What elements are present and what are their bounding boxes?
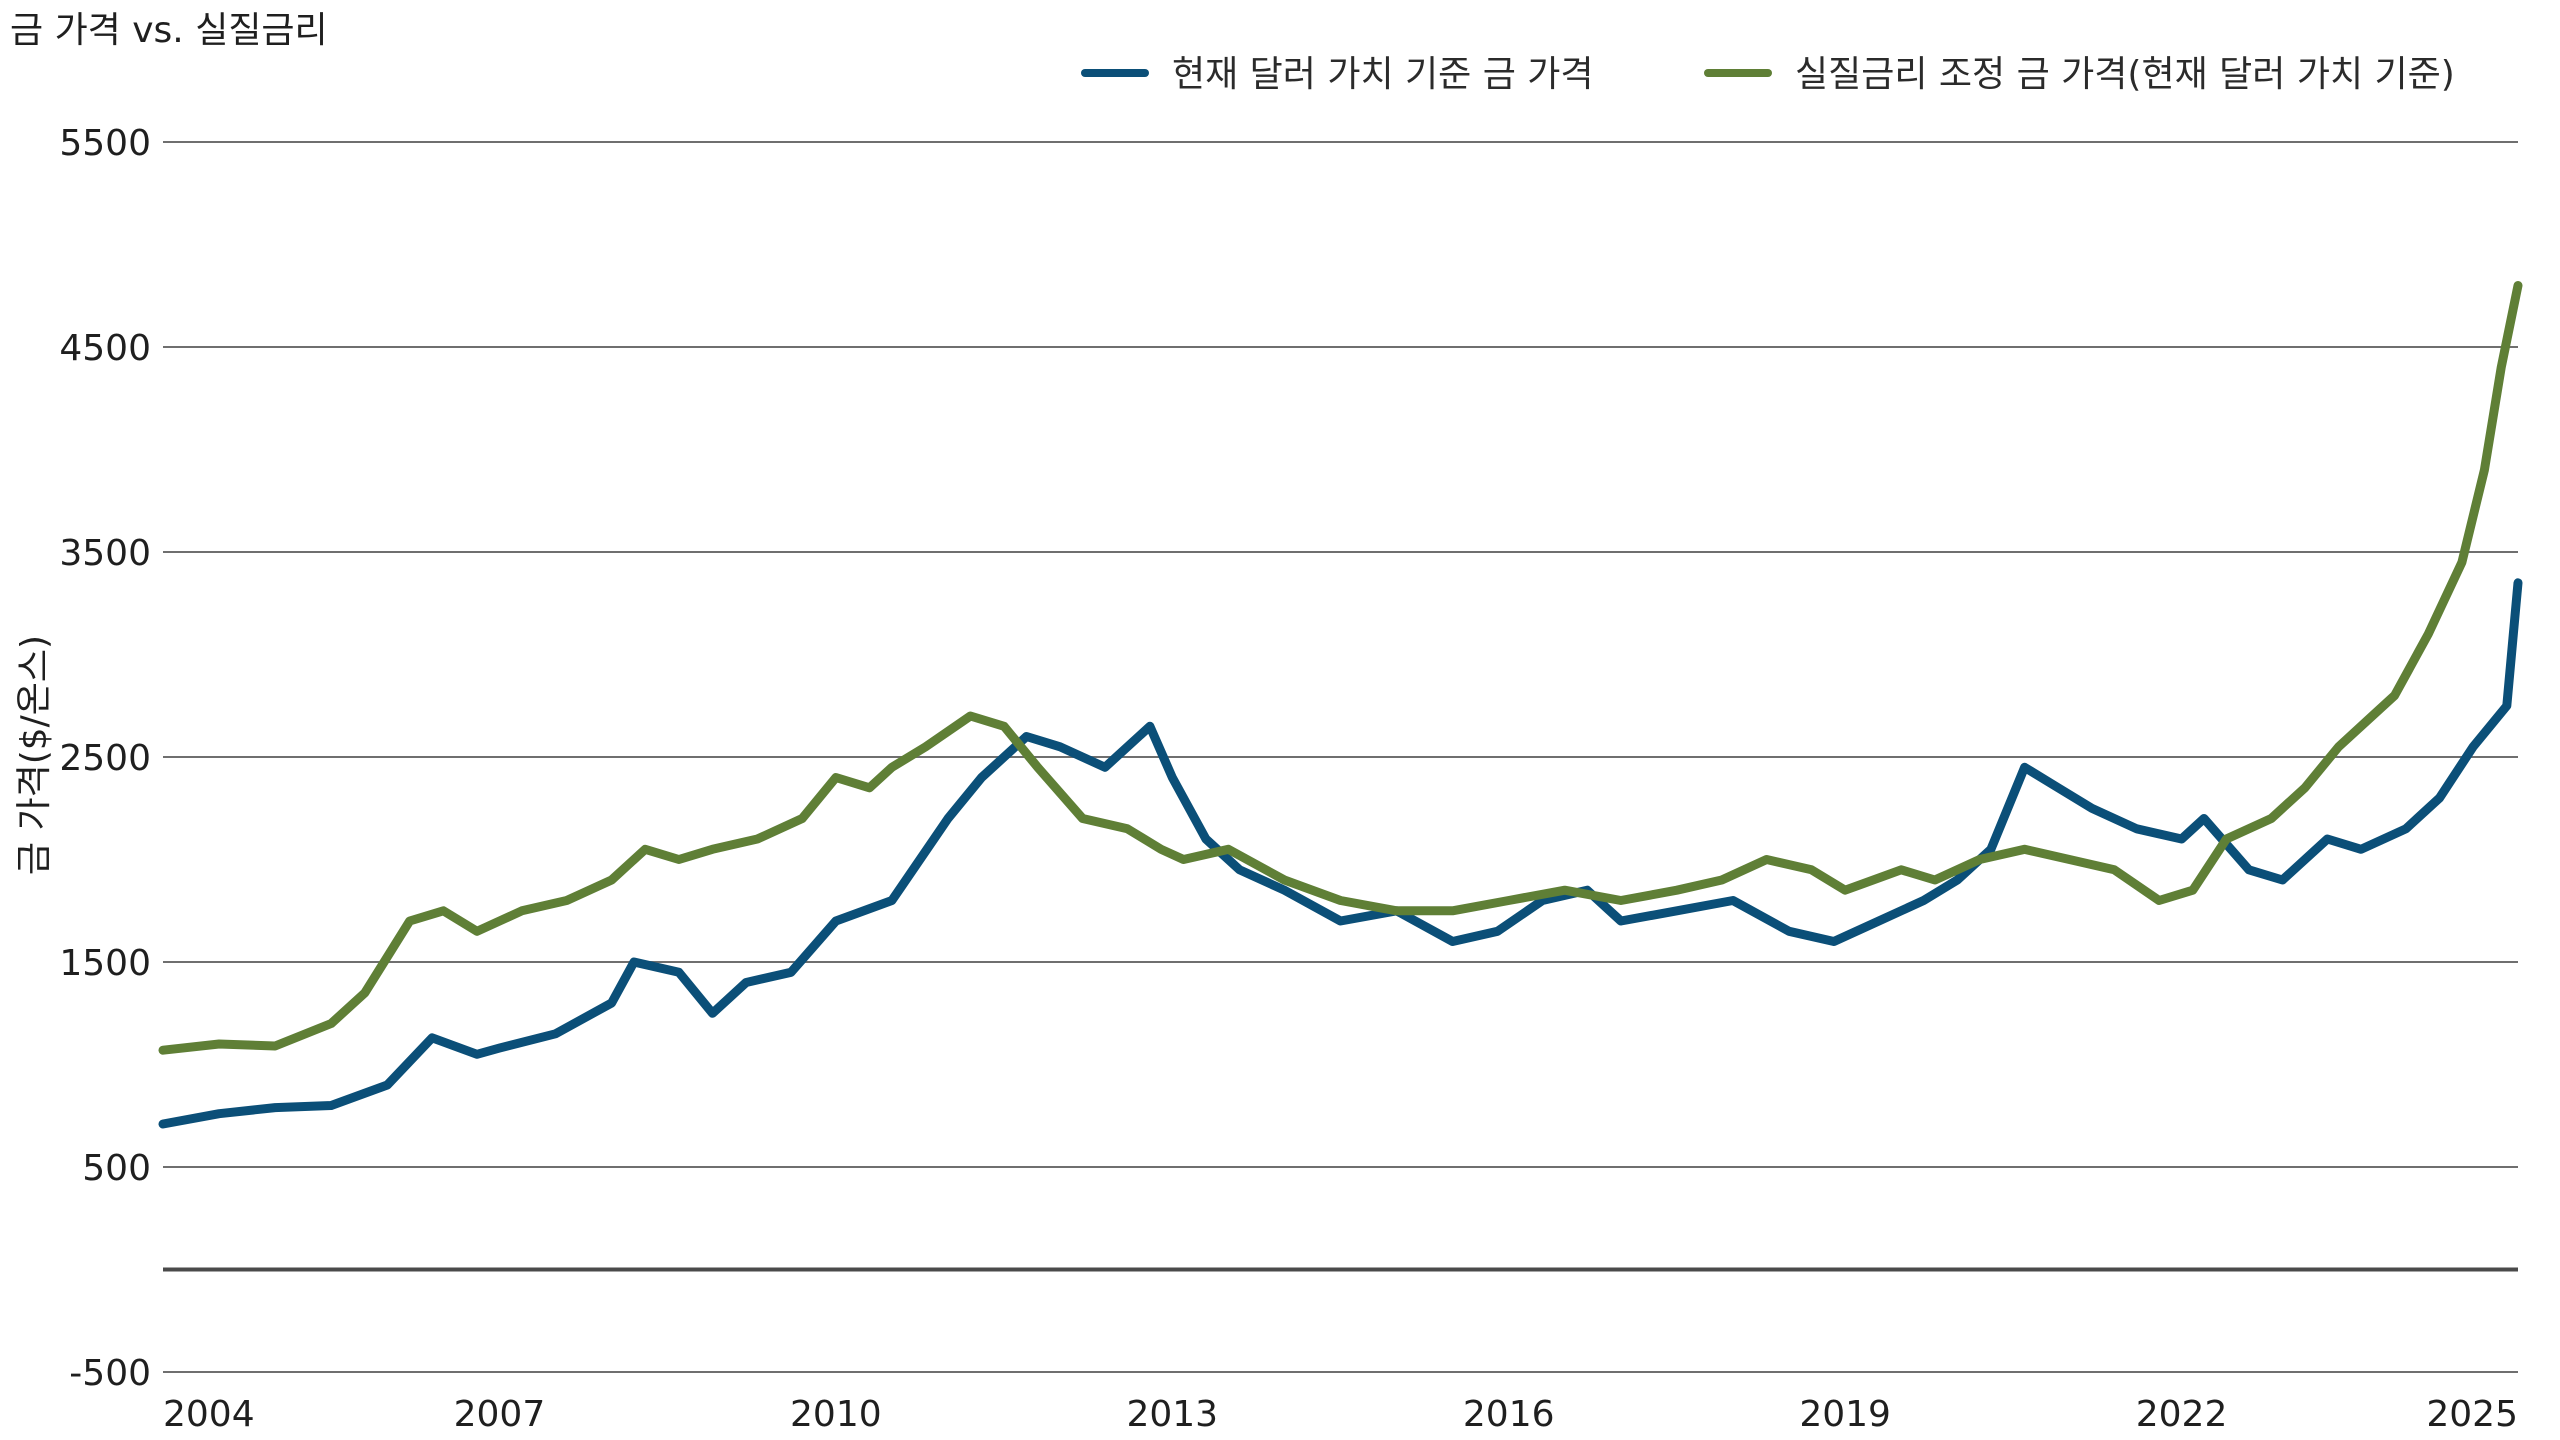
y-tick-label: 4500 (59, 328, 151, 369)
x-tick-label: 2004 (163, 1394, 255, 1435)
series-line-real-rate-adjusted (158, 281, 2523, 1055)
legend-item-current-dollar: 현재 달러 가치 기준 금 가격 (1081, 54, 1594, 95)
legend-item-real-rate-adjusted: 실질금리 조정 금 가격(현재 달러 가치 기준) (1704, 54, 2455, 95)
legend: 현재 달러 가치 기준 금 가격 실질금리 조정 금 가격(현재 달러 가치 기… (1081, 54, 2455, 95)
chart-title: 금 가격 vs. 실질금리 (10, 10, 328, 51)
x-tick-label: 2007 (454, 1394, 546, 1435)
y-axis-title: 금 가격($/온스) (14, 635, 55, 875)
y-tick-label: 500 (82, 1148, 151, 1189)
x-tick-label: 2013 (1126, 1394, 1218, 1435)
x-tick-label: 2022 (2136, 1394, 2228, 1435)
legend-label-real-rate-adjusted: 실질금리 조정 금 가격(현재 달러 가치 기준) (1795, 54, 2455, 95)
y-tick-label: 3500 (59, 533, 151, 574)
y-tick-label: 2500 (59, 738, 151, 779)
x-tick-label: 2010 (790, 1394, 882, 1435)
y-tick-label: 5500 (59, 123, 151, 164)
x-tick-label: 2016 (1463, 1394, 1555, 1435)
y-tick-label: -500 (69, 1353, 151, 1394)
x-tick-label: 2025 (2426, 1394, 2518, 1435)
series-line-current-dollar (158, 578, 2523, 1129)
y-axis-ticks: 5500 4500 3500 2500 1500 500 -500 (59, 123, 151, 1394)
legend-label-current-dollar: 현재 달러 가치 기준 금 가격 (1172, 54, 1594, 95)
y-tick-label: 1500 (59, 943, 151, 984)
x-tick-label: 2019 (1799, 1394, 1891, 1435)
x-axis-ticks: 2004 2007 2010 2013 2016 2019 2022 2025 (163, 1394, 2518, 1435)
grid (163, 141, 2518, 1373)
series-layer (158, 281, 2523, 1129)
